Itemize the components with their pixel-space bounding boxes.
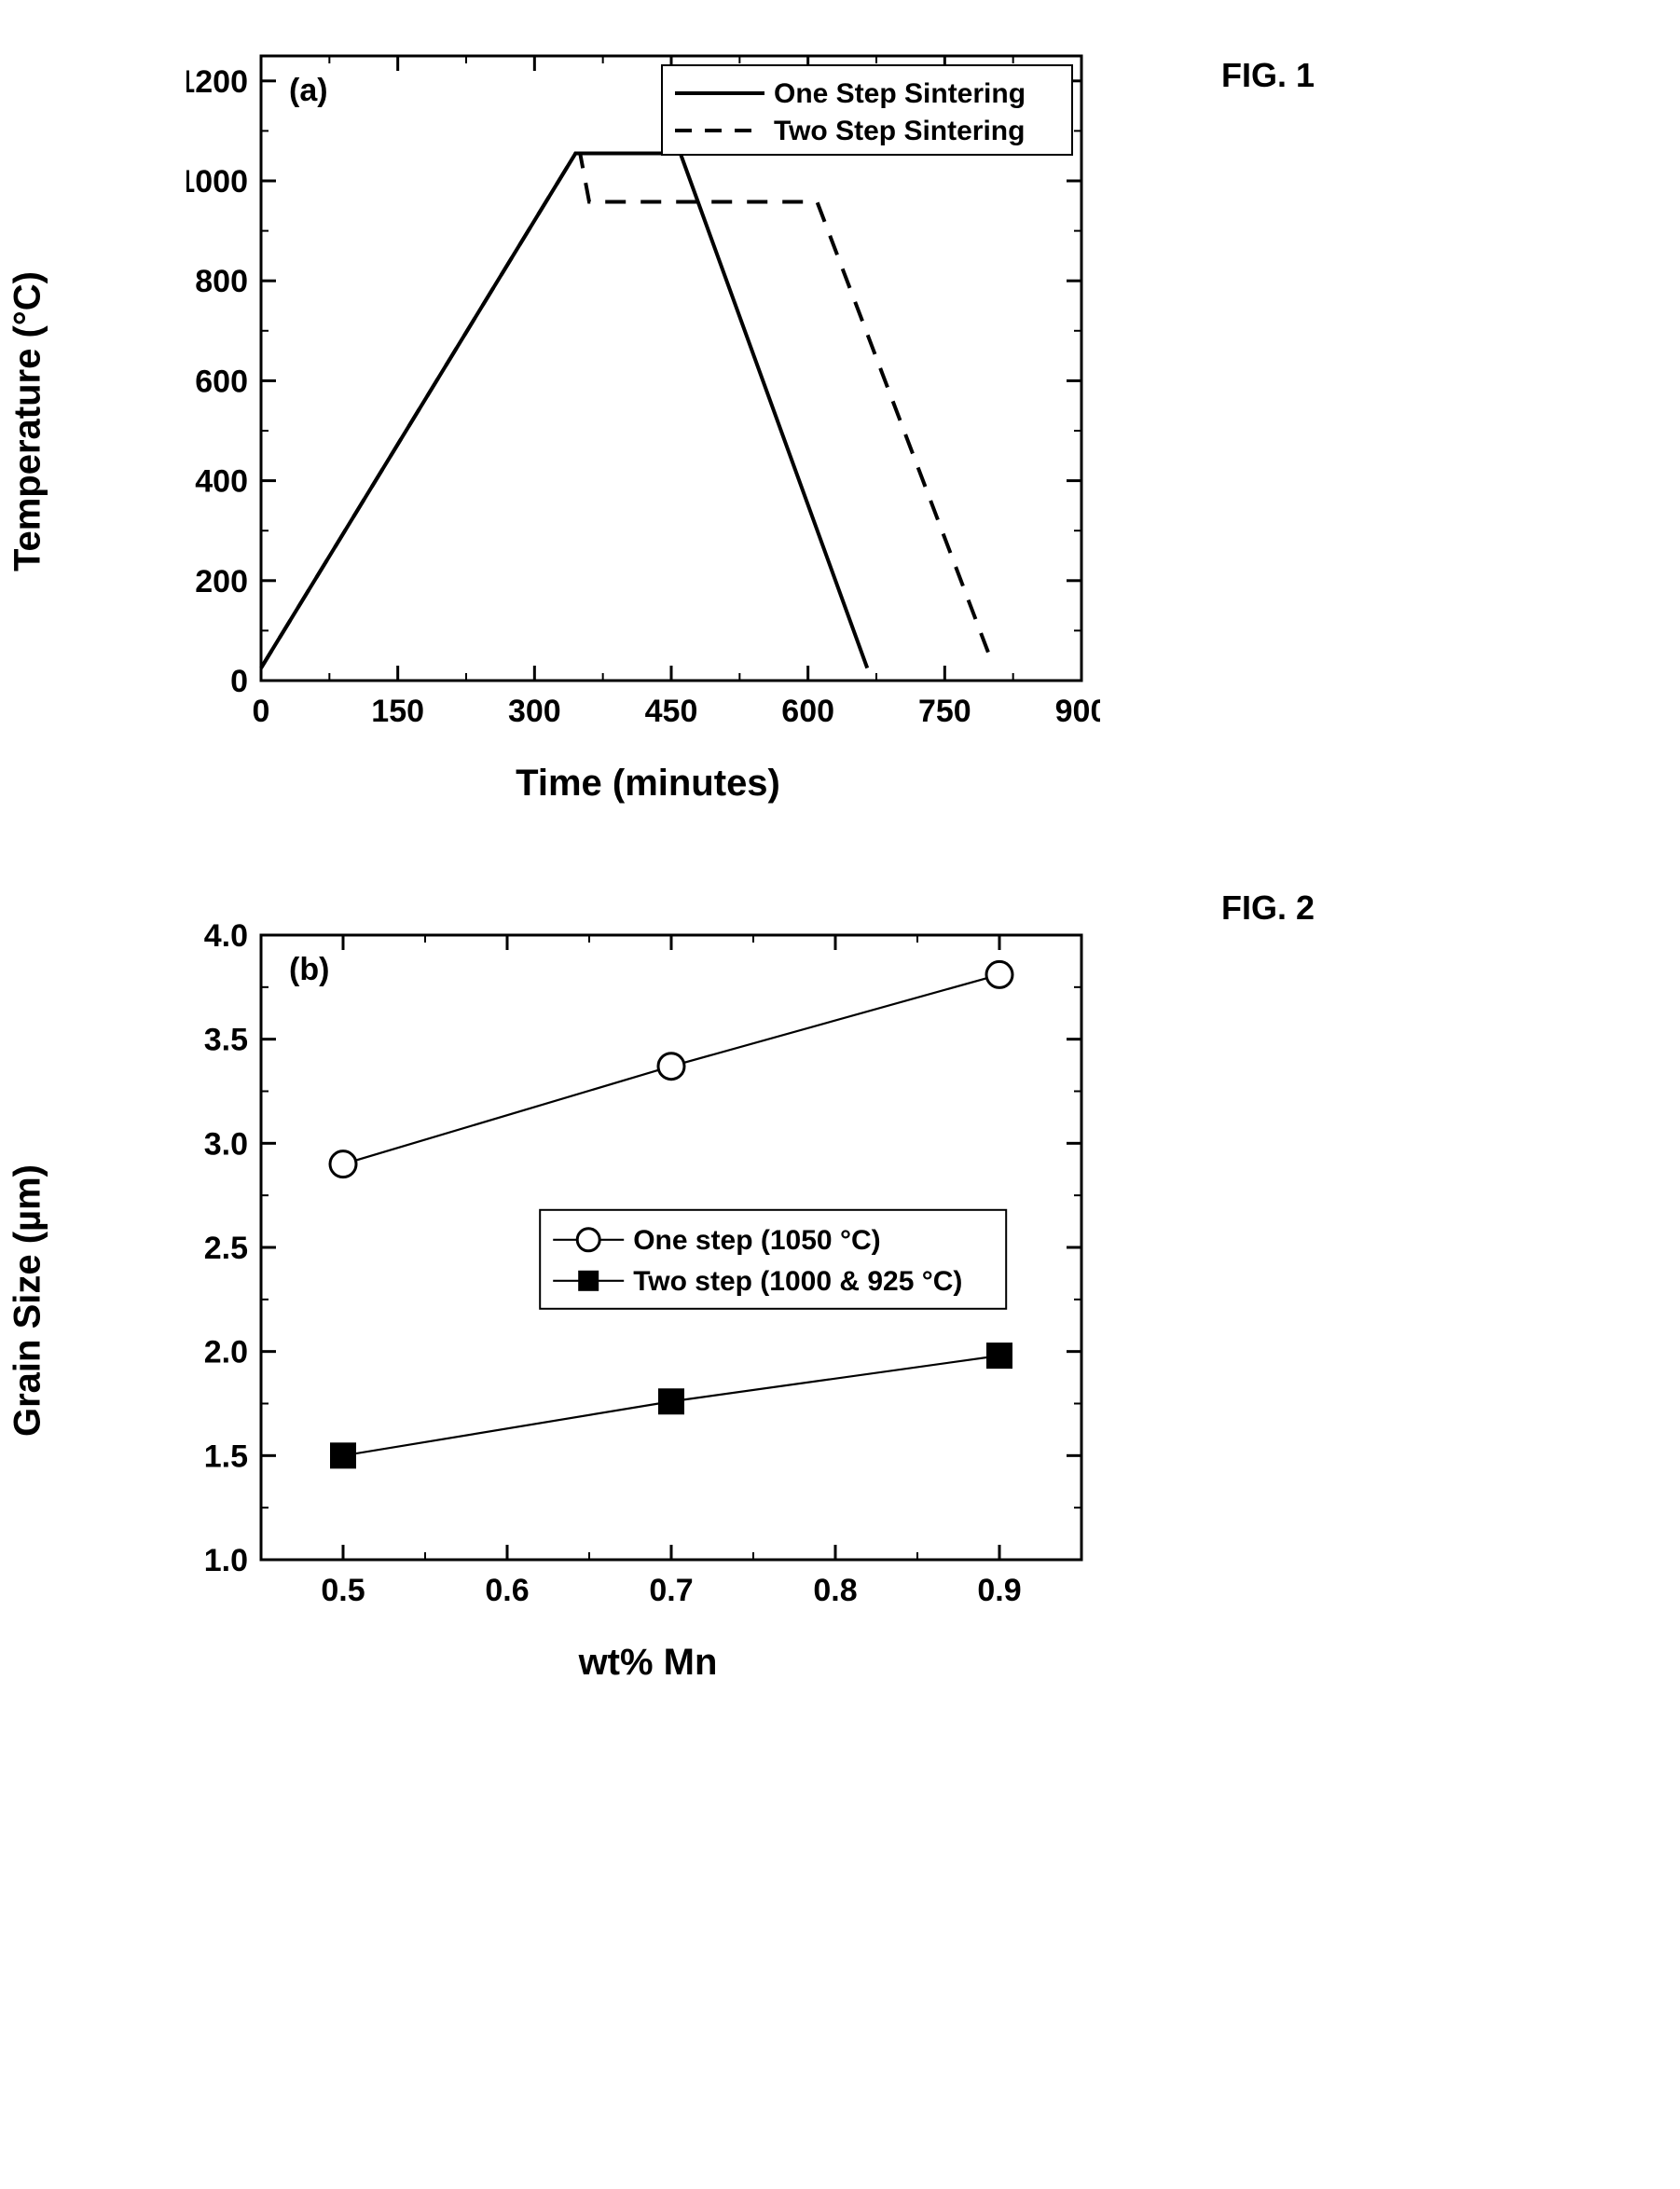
figure-1-chart: Temperature (°C) 01503004506007509000200… — [37, 37, 1109, 805]
svg-text:750: 750 — [918, 694, 971, 729]
svg-text:450: 450 — [645, 694, 698, 729]
svg-text:300: 300 — [508, 694, 561, 729]
svg-text:600: 600 — [781, 694, 834, 729]
svg-text:200: 200 — [195, 564, 248, 599]
fig1-ylabel: Temperature (°C) — [7, 271, 49, 571]
svg-text:One step (1050 °C): One step (1050 °C) — [633, 1225, 880, 1256]
svg-text:2.0: 2.0 — [204, 1335, 248, 1370]
figure-1-row: Temperature (°C) 01503004506007509000200… — [37, 37, 1680, 805]
svg-text:1000: 1000 — [186, 164, 248, 200]
svg-text:0.7: 0.7 — [649, 1573, 693, 1608]
svg-text:3.0: 3.0 — [204, 1126, 248, 1162]
svg-text:(a): (a) — [289, 73, 328, 108]
fig2-ylabel: Grain Size (µm) — [7, 1164, 49, 1437]
svg-text:0: 0 — [253, 694, 270, 729]
svg-text:0.5: 0.5 — [321, 1573, 365, 1608]
svg-text:2.5: 2.5 — [204, 1231, 248, 1266]
fig2-label: FIG. 2 — [1221, 888, 1315, 928]
svg-text:0: 0 — [230, 664, 248, 699]
svg-text:800: 800 — [195, 264, 248, 299]
svg-text:900: 900 — [1055, 694, 1100, 729]
svg-text:4.0: 4.0 — [204, 918, 248, 954]
svg-text:150: 150 — [371, 694, 424, 729]
svg-text:(b): (b) — [289, 952, 329, 987]
figure-2-row: Grain Size (µm) 0.50.60.70.80.91.01.52.0… — [37, 916, 1680, 1684]
svg-text:1.0: 1.0 — [204, 1543, 248, 1578]
svg-text:0.6: 0.6 — [485, 1573, 529, 1608]
svg-text:Two step (1000 & 925 °C): Two step (1000 & 925 °C) — [633, 1266, 962, 1297]
svg-text:400: 400 — [195, 464, 248, 500]
fig1-xlabel: Time (minutes) — [186, 763, 1109, 805]
svg-text:1.5: 1.5 — [204, 1439, 248, 1474]
svg-text:Two Step Sintering: Two Step Sintering — [774, 116, 1025, 146]
svg-text:600: 600 — [195, 364, 248, 399]
svg-text:0.9: 0.9 — [977, 1573, 1021, 1608]
svg-text:1200: 1200 — [186, 64, 248, 100]
fig1-svg: 0 150 300 450 600 750 900 0 200 400 600 800 1000 1200… — [186, 37, 1100, 746]
svg-text:One Step Sintering: One Step Sintering — [774, 78, 1026, 109]
fig2-xlabel: wt% Mn — [186, 1642, 1109, 1684]
svg-text:0.8: 0.8 — [813, 1573, 857, 1608]
figure-2-chart: Grain Size (µm) 0.50.60.70.80.91.01.52.0… — [37, 916, 1109, 1684]
svg-text:3.5: 3.5 — [204, 1023, 248, 1058]
fig1-label: FIG. 1 — [1221, 56, 1315, 95]
fig2-svg: 0.5 0.6 0.7 0.8 0.9 1.0 1.5 2.0 2.5 3.0 3.5 4.0 (b) O… — [186, 916, 1100, 1625]
